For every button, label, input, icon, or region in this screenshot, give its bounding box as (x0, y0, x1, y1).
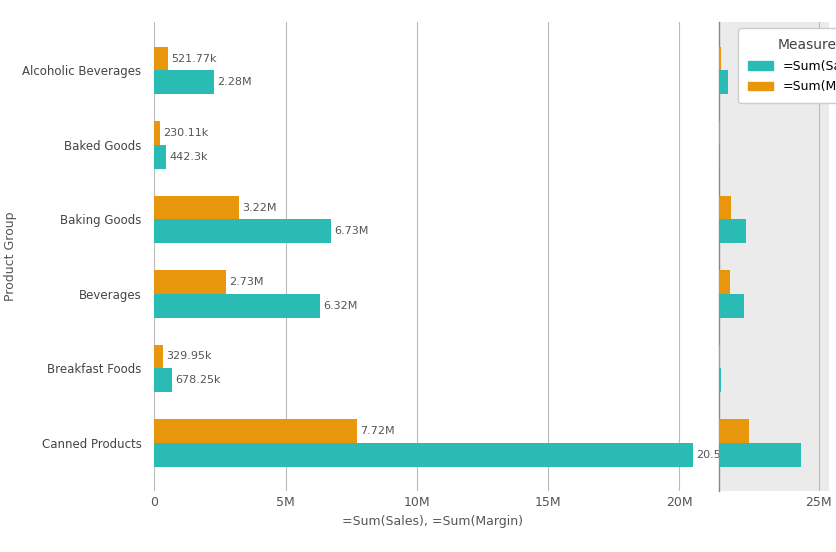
Bar (154, 220, 330, 243)
Bar (718, 270, 729, 294)
Bar (718, 121, 719, 145)
Bar (154, 270, 226, 294)
Text: 230.11k: 230.11k (163, 128, 208, 138)
Bar (718, 344, 719, 368)
Text: 7.72M: 7.72M (359, 426, 395, 436)
Text: 6.73M: 6.73M (334, 226, 368, 236)
Text: 3.22M: 3.22M (242, 203, 276, 213)
Text: 2.28M: 2.28M (217, 77, 252, 87)
Bar (718, 145, 720, 169)
Bar (154, 443, 692, 466)
Text: 521.77k: 521.77k (171, 54, 217, 63)
Bar (718, 419, 748, 443)
Bar (718, 47, 720, 71)
Bar (154, 195, 238, 220)
Bar (718, 443, 800, 466)
Bar (154, 294, 320, 318)
Bar (718, 195, 731, 220)
Text: 678.25k: 678.25k (175, 375, 221, 385)
Text: 442.3k: 442.3k (169, 152, 207, 162)
Text: 20.52M: 20.52M (696, 450, 737, 460)
Legend: =Sum(Sales), =Sum(Margin): =Sum(Sales), =Sum(Margin) (737, 28, 836, 103)
Bar (718, 220, 745, 243)
Bar (154, 419, 356, 443)
Bar (154, 344, 163, 368)
Text: 2.73M: 2.73M (229, 277, 263, 287)
Bar (154, 145, 166, 169)
Bar (154, 121, 161, 145)
Y-axis label: Product Group: Product Group (4, 212, 17, 301)
Bar (154, 47, 168, 71)
Bar (154, 71, 214, 94)
Bar (718, 71, 726, 94)
Bar (718, 294, 743, 318)
Bar (154, 368, 172, 392)
Bar (718, 368, 721, 392)
Text: 329.95k: 329.95k (166, 352, 212, 362)
Text: 6.32M: 6.32M (323, 301, 357, 311)
X-axis label: =Sum(Sales), =Sum(Margin): =Sum(Sales), =Sum(Margin) (342, 514, 522, 528)
